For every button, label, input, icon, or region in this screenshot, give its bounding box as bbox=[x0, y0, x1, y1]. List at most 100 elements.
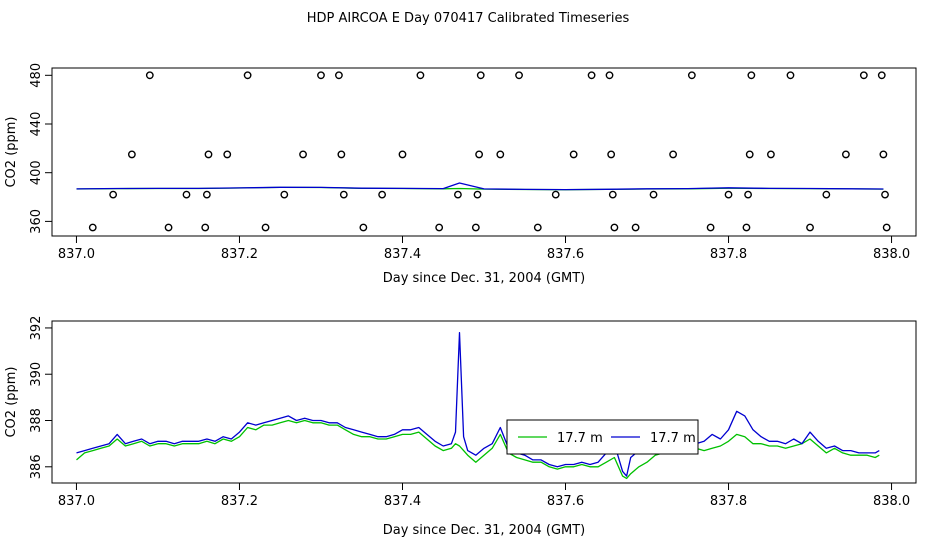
top-y-tick-label: 480 bbox=[29, 63, 44, 88]
top-point bbox=[742, 223, 751, 232]
top-point bbox=[706, 223, 715, 232]
top-point bbox=[164, 223, 173, 232]
top-x-tick-label: 838.0 bbox=[873, 247, 910, 262]
top-point bbox=[859, 71, 868, 80]
top-point bbox=[786, 71, 795, 80]
top-point bbox=[649, 190, 658, 199]
top-point bbox=[822, 190, 831, 199]
top-y-tick-label: 440 bbox=[29, 112, 44, 137]
top-point bbox=[280, 190, 289, 199]
top-point bbox=[416, 71, 425, 80]
bottom-x-tick-label: 837.2 bbox=[221, 494, 258, 509]
top-point bbox=[202, 190, 211, 199]
top-point bbox=[476, 71, 485, 80]
figure-title: HDP AIRCOA E Day 070417 Calibrated Times… bbox=[307, 11, 630, 26]
top-point bbox=[201, 223, 210, 232]
top-point bbox=[335, 71, 343, 80]
top-point bbox=[842, 150, 850, 159]
top-point bbox=[877, 71, 886, 80]
top-x-tick-label: 837.8 bbox=[710, 247, 747, 262]
top-point bbox=[359, 223, 368, 232]
bottom-x-tick-label: 837.4 bbox=[384, 494, 421, 509]
top-point bbox=[243, 71, 252, 80]
top-x-tick-label: 837.0 bbox=[58, 247, 95, 262]
top-point bbox=[398, 150, 407, 159]
top-point bbox=[533, 223, 542, 232]
top-point bbox=[261, 223, 270, 232]
top-point bbox=[299, 150, 307, 159]
top-point bbox=[145, 71, 154, 80]
top-point bbox=[88, 223, 97, 232]
bottom-series-line-0 bbox=[76, 419, 880, 480]
bottom-x-axis-label: Day since Dec. 31, 2004 (GMT) bbox=[383, 523, 586, 538]
bottom-y-tick-label: 388 bbox=[29, 408, 44, 433]
bottom-y-axis: 386 388 390 392 bbox=[29, 316, 52, 479]
top-point bbox=[724, 190, 733, 199]
bottom-x-tick-label: 838.0 bbox=[873, 494, 910, 509]
top-x-tick-label: 837.2 bbox=[221, 247, 258, 262]
top-panel: 837.0 837.2 837.4 837.6 837.8 838.0 360 400 440… bbox=[4, 63, 917, 286]
top-point bbox=[687, 71, 696, 80]
top-plot-frame bbox=[51, 67, 917, 237]
top-point bbox=[109, 190, 118, 199]
top-y-tick-label: 360 bbox=[29, 209, 44, 234]
bottom-x-tick-label: 837.8 bbox=[710, 494, 747, 509]
top-point bbox=[608, 190, 617, 199]
top-point bbox=[435, 223, 444, 232]
top-point bbox=[631, 223, 640, 232]
bottom-y-tick-label: 392 bbox=[29, 316, 44, 341]
top-x-axis-label: Day since Dec. 31, 2004 (GMT) bbox=[383, 271, 586, 286]
legend: 17.7 m 17.7 m bbox=[506, 419, 699, 455]
top-point bbox=[473, 190, 482, 199]
bottom-x-tick-label: 837.6 bbox=[547, 494, 584, 509]
top-x-tick-label: 837.4 bbox=[384, 247, 421, 262]
top-point bbox=[587, 71, 596, 80]
top-x-axis: 837.0 837.2 837.4 837.6 837.8 838.0 bbox=[58, 236, 910, 262]
top-series-layer bbox=[76, 71, 891, 232]
legend-label-blue: 17.7 m bbox=[650, 431, 696, 446]
top-point bbox=[669, 150, 678, 159]
top-point bbox=[882, 223, 891, 232]
bottom-panel: 837.0 837.2 837.4 837.6 837.8 838.0 386 388 390… bbox=[4, 316, 917, 538]
bottom-series-layer bbox=[76, 331, 880, 480]
bottom-y-tick-label: 386 bbox=[29, 454, 44, 479]
top-point bbox=[127, 150, 136, 159]
top-point bbox=[605, 71, 614, 80]
top-point bbox=[745, 150, 754, 159]
bottom-y-tick-label: 390 bbox=[29, 362, 44, 387]
top-point bbox=[339, 190, 348, 199]
bottom-x-tick-label: 837.0 bbox=[58, 494, 95, 509]
top-series-line-1 bbox=[76, 182, 884, 191]
top-point bbox=[747, 71, 756, 80]
top-point bbox=[471, 223, 480, 232]
top-point bbox=[515, 71, 523, 80]
top-point bbox=[551, 190, 560, 199]
top-point bbox=[317, 71, 325, 80]
top-point bbox=[496, 150, 505, 159]
top-point bbox=[569, 150, 578, 159]
top-x-tick-label: 837.6 bbox=[547, 247, 584, 262]
top-point bbox=[767, 150, 775, 159]
top-point bbox=[607, 150, 616, 159]
top-point bbox=[182, 190, 191, 199]
top-point bbox=[454, 190, 462, 199]
bottom-x-axis: 837.0 837.2 837.4 837.6 837.8 838.0 bbox=[58, 483, 910, 509]
top-y-axis: 360 400 440 480 bbox=[29, 63, 52, 234]
top-y-tick-label: 400 bbox=[29, 160, 44, 185]
top-point bbox=[475, 150, 484, 159]
top-point bbox=[881, 190, 889, 199]
top-point bbox=[744, 190, 752, 199]
top-y-axis-label: CO2 (ppm) bbox=[4, 116, 19, 187]
top-point bbox=[204, 150, 213, 159]
top-point bbox=[378, 190, 387, 199]
top-point bbox=[879, 150, 888, 159]
top-point bbox=[223, 150, 232, 159]
top-point bbox=[806, 223, 814, 232]
bottom-series-line-1 bbox=[76, 331, 880, 477]
top-point bbox=[610, 223, 619, 232]
top-point bbox=[337, 150, 346, 159]
legend-label-green: 17.7 m bbox=[557, 431, 603, 446]
bottom-y-axis-label: CO2 (ppm) bbox=[4, 366, 19, 437]
